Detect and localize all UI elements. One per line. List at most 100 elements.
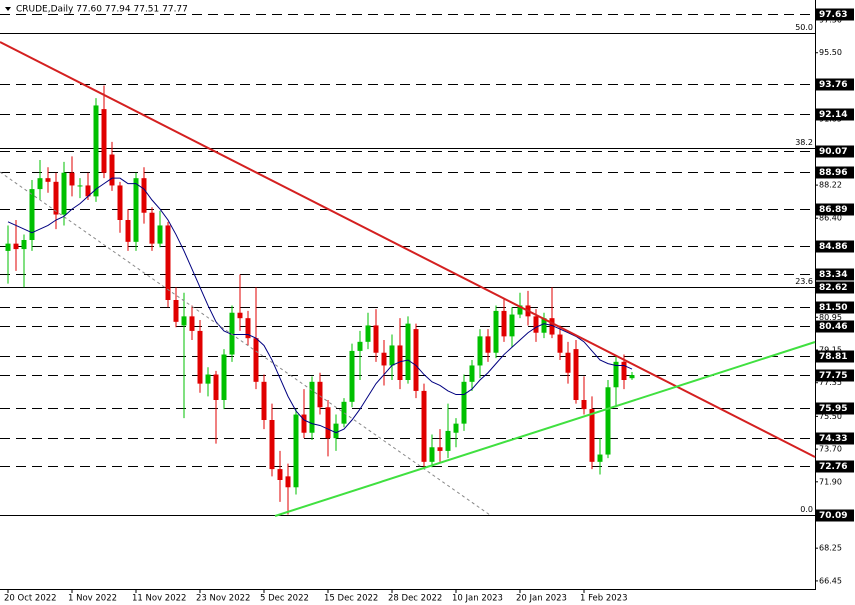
x-tick-label: 5 Dec 2022 [260,594,309,604]
candle-body [605,387,611,455]
candle-body [117,185,123,220]
diagonal-guide [0,171,491,516]
x-tick-label: 10 Jan 2023 [452,594,503,604]
level-label: 77.75 [819,371,847,381]
y-tick-label: 88.22 [819,181,842,190]
candle-body [285,476,291,488]
level-label: 80.46 [819,322,847,332]
candle-body [101,109,107,173]
y-tick-label: 66.45 [819,576,842,585]
candle-body [445,430,451,451]
candle-body [485,336,491,353]
candle-body [461,381,467,424]
candle-body [141,178,147,213]
level-label-box [816,350,854,363]
level-label-box [816,166,854,179]
candle-body [509,314,515,337]
candle-body [85,185,91,197]
x-tick-label: 23 Nov 2022 [196,594,250,604]
candle-body [565,352,571,373]
candle-body [165,225,171,300]
level-label-box [816,301,854,314]
level-label-box [816,268,854,281]
level-label-box [816,320,854,333]
level-label: 93.76 [819,80,847,90]
level-label: 75.95 [819,404,847,414]
level-label-box [816,402,854,415]
candle-body [573,349,579,400]
candle-body [469,365,475,382]
candle-body [349,350,355,402]
candle-body [21,240,27,250]
candle-body [421,390,427,462]
y-tick-label: 79.15 [819,346,842,355]
candle-body [109,154,115,186]
candle-body [621,361,627,380]
candle-body [293,414,299,488]
candle-body [149,212,155,244]
y-tick-label: 80.95 [819,313,842,322]
candle-body [53,181,59,215]
candle-body [341,401,347,424]
green-trendline [274,341,816,517]
level-label: 78.81 [819,352,847,362]
candle-body [533,316,539,333]
candle-body [597,454,603,462]
level-label-box [816,432,854,445]
candle-body [453,423,459,433]
candle-body [189,316,195,331]
level-label: 97.63 [819,10,847,20]
candle-body [269,420,275,470]
fib-label: 23.6 [795,277,813,286]
candle-body [581,400,587,410]
candle-body [477,336,483,366]
x-tick-label: 1 Feb 2023 [580,594,628,604]
menu-arrow[interactable] [5,7,11,11]
candle-body [317,381,323,408]
x-tick-label: 28 Dec 2022 [388,594,442,604]
candle-body [69,172,75,186]
candle-body [133,178,139,242]
candle-body [389,345,395,366]
x-tick-label: 20 Jan 2023 [516,594,567,604]
candle-body [181,316,187,326]
candle-body [77,185,83,187]
level-label-box [816,108,854,121]
x-tick-label: 1 Nov 2022 [68,594,117,604]
level-label-box [816,145,854,158]
candle-body [61,172,67,215]
candle-body [309,381,315,433]
candle-body [493,310,499,353]
candle-body [589,409,595,462]
x-tick-label: 11 Nov 2022 [132,594,186,604]
y-tick-label: 77.35 [819,378,842,387]
fib-label: 38.2 [795,138,813,147]
x-tick-label: 20 Oct 2022 [4,594,57,604]
candle-body [501,310,507,337]
candle-body [173,300,179,322]
candle-body [245,318,251,339]
level-label-box [816,240,854,253]
y-tick-label: 75.50 [819,412,842,421]
candle-body [45,178,51,182]
level-label-box [816,203,854,216]
candle-body [413,329,419,391]
candle-body [405,323,411,380]
candle-body [333,423,339,439]
level-label: 70.09 [819,511,847,521]
candle-body [229,312,235,355]
candle-body [517,305,523,315]
candle-body [125,220,131,242]
y-tick-label: 71.90 [819,477,842,486]
y-tick-label: 73.70 [819,445,842,454]
fib-label: 0.0 [800,505,813,514]
level-label: 82.62 [819,283,847,293]
candle-body [325,407,331,439]
level-label: 83.34 [819,270,847,280]
candle-body [429,447,435,462]
candle-body [613,361,619,388]
level-label-box [816,509,854,522]
level-label: 86.89 [819,205,847,215]
candle-body [5,243,11,251]
